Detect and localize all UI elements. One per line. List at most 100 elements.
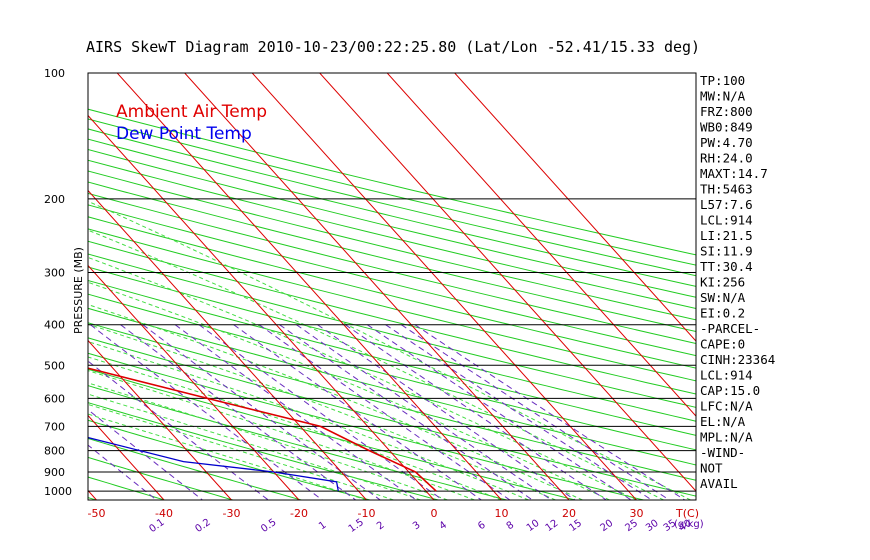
pressure-tick-label: 200	[44, 193, 65, 206]
mixing-ratio-line	[317, 324, 576, 500]
mixing-ratio-tick-label: 3	[411, 520, 423, 533]
stat-item: CAP:15.0	[700, 383, 760, 398]
dew-point-line	[88, 436, 339, 492]
legend-dew-point-temp: Dew Point Temp	[116, 124, 252, 144]
mixing-ratio-tick-label: 6	[476, 520, 488, 533]
dry-adiabat-line	[88, 138, 696, 287]
pressure-tick-label: 400	[44, 319, 65, 332]
mixing-ratio-line	[258, 324, 511, 500]
moist-adiabat-line	[88, 281, 610, 500]
moist-adiabat-line	[88, 356, 502, 500]
mixing-ratio-tick-label: 0.2	[193, 517, 212, 535]
moist-adiabat-line	[88, 200, 691, 500]
stat-item: -WIND-	[700, 445, 745, 460]
stat-item: NOT	[700, 461, 723, 476]
dry-adiabat-line	[88, 352, 644, 500]
mixing-ratio-tick-label: 2	[375, 520, 387, 533]
stat-item: LI:21.5	[700, 228, 753, 243]
bottom-temp-tick-label: -20	[290, 507, 308, 520]
moist-adiabat-line	[88, 403, 394, 500]
dry-adiabat-line	[88, 368, 576, 500]
legend-ambient-air-temp: Ambient Air Temp	[116, 102, 267, 122]
dry-adiabat-line	[88, 128, 696, 277]
mixing-ratio-line	[88, 409, 203, 500]
isotherm-line	[88, 114, 435, 500]
mixing-ratio-line	[120, 324, 356, 500]
dry-adiabat-line	[88, 337, 696, 497]
mixing-ratio-tick-label: 12	[544, 518, 561, 534]
stat-item: WB0:849	[700, 120, 753, 135]
temp-unit-label: T(C)	[675, 507, 699, 520]
dry-adiabat-line	[88, 456, 234, 500]
stat-item: PW:4.70	[700, 135, 753, 150]
isobar-lines	[88, 198, 696, 492]
stat-item: AVAIL	[700, 476, 738, 491]
stat-item: EL:N/A	[700, 414, 746, 429]
stat-item: CAPE:0	[700, 337, 745, 352]
moist-adiabat-line	[88, 370, 475, 500]
bottom-temp-tick-label: 10	[495, 507, 509, 520]
stat-item: EI:0.2	[700, 306, 745, 321]
mixing-ratio-tick-label: 10	[525, 518, 542, 534]
bottom-temp-tick-label: 20	[562, 507, 576, 520]
dry-adiabat-line	[88, 307, 696, 466]
stat-item: KI:256	[700, 275, 745, 290]
mixing-ratio-tick-label: 25	[623, 518, 640, 534]
stat-item: MW:N/A	[700, 89, 746, 104]
pressure-tick-label: 900	[44, 466, 65, 479]
y-axis-label: PRESSURE (MB)	[72, 247, 85, 334]
stat-item: -PARCEL-	[700, 321, 760, 336]
mixing-ratio-line	[279, 324, 533, 500]
pressure-tick-labels: 100 200 300 400 500 600 700 800 900 1000	[44, 67, 72, 498]
dry-adiabat-line	[88, 437, 302, 500]
chart-title: AIRS SkewT Diagram 2010-10-23/00:22:25.8…	[86, 38, 700, 56]
pressure-tick-label: 600	[44, 392, 65, 405]
dry-adiabat-line	[88, 402, 439, 500]
mixing-ratio-line	[345, 324, 607, 500]
stat-item: L57:7.6	[700, 197, 753, 212]
dry-adiabat-line	[88, 181, 696, 333]
moist-adiabat-line	[88, 229, 664, 500]
isotherm-line	[0, 73, 29, 500]
stat-item: RH:24.0	[700, 151, 753, 166]
moist-adiabat-line	[88, 413, 367, 500]
isotherm-line	[116, 73, 502, 500]
isotherm-line	[88, 264, 300, 500]
pressure-tick-label: 1000	[44, 485, 72, 498]
mixing-ratio-tick-label: 0.5	[259, 517, 278, 535]
pressure-tick-label: 300	[44, 267, 65, 280]
stat-item: TP:100	[700, 73, 745, 88]
isotherm-line	[88, 189, 367, 500]
plot-frame	[87, 72, 697, 501]
dry-adiabat-line	[88, 204, 696, 357]
dry-adiabat-line	[88, 228, 696, 382]
isotherm-line	[386, 73, 696, 417]
pressure-tick-label: 800	[44, 445, 65, 458]
dry-adiabat-line	[88, 279, 696, 436]
dry-adiabat-line	[88, 118, 696, 266]
stat-item: MPL:N/A	[700, 430, 753, 445]
moist-adiabat-line	[88, 382, 448, 500]
dry-adiabat-line	[88, 253, 696, 408]
dry-adiabat-line	[88, 149, 696, 298]
bottom-temp-tick-label: 0	[431, 507, 438, 520]
stat-item: SI:11.9	[700, 244, 753, 259]
dry-adiabat-line	[0, 73, 28, 500]
bottom-temp-tick-label: -10	[358, 507, 376, 520]
ambient-temp-line	[88, 367, 437, 492]
dry-adiabat-line	[88, 192, 696, 344]
mixing-ratio-tick-label: 15	[567, 518, 584, 534]
mixing-ratio-line	[198, 324, 443, 500]
isotherm-line	[319, 73, 696, 492]
mixing-ratio-line	[174, 324, 417, 500]
bottom-temp-tick-label: -30	[223, 507, 241, 520]
mixing-ratio-line	[90, 324, 323, 500]
mixing-ratio-tick-label: 1	[317, 520, 329, 533]
pressure-tick-label: 500	[44, 359, 65, 372]
stat-item: TT:30.4	[700, 259, 753, 274]
dry-adiabat-line	[88, 293, 696, 451]
mixing-ratio-tick-label: 20	[599, 518, 616, 534]
stat-item: CINH:23364	[700, 352, 775, 367]
pressure-tick-label: 700	[44, 420, 65, 433]
profile-lines	[88, 367, 437, 492]
